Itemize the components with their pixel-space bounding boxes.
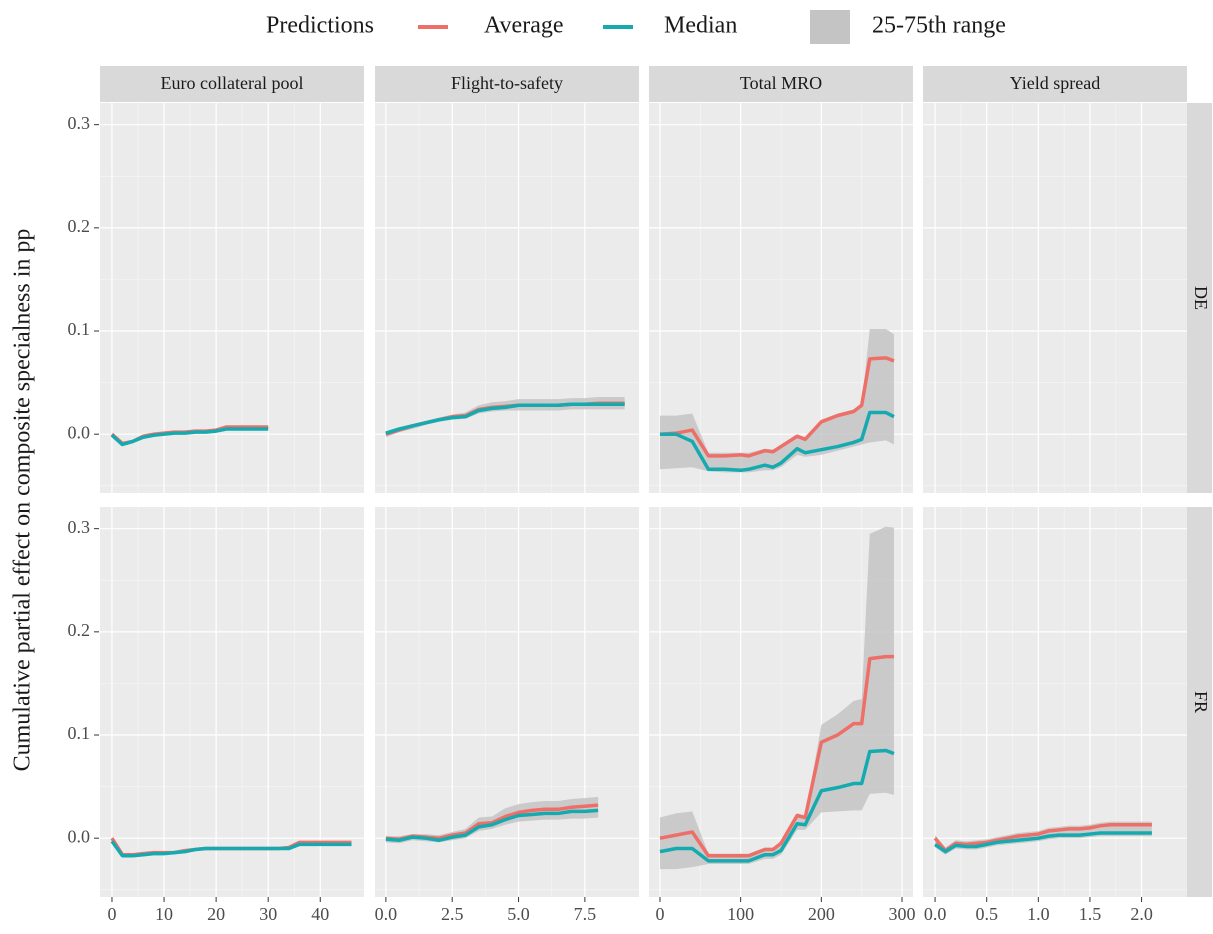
x-tick-label: 1.5 <box>1079 904 1102 924</box>
y-tick-label: 0.0 <box>68 422 91 442</box>
x-tick-label: 0.0 <box>375 904 398 924</box>
median-line <box>659 410 895 473</box>
median-line <box>110 840 352 858</box>
x-tick-label: 30 <box>259 904 277 924</box>
y-tick-label: 0.2 <box>68 620 91 640</box>
strip-label: Euro collateral pool <box>161 73 304 93</box>
strip-label: Yield spread <box>1010 73 1100 93</box>
x-tick-label: 300 <box>889 904 916 924</box>
median-line <box>659 748 895 863</box>
panel <box>100 103 364 493</box>
median-line <box>110 427 269 447</box>
x-tick-label: 40 <box>311 904 329 924</box>
y-tick-label: 0.3 <box>68 113 91 133</box>
range-band <box>659 328 894 473</box>
panel-background <box>923 103 1187 493</box>
panel <box>923 103 1187 493</box>
strip-label: Flight-to-safety <box>451 73 563 93</box>
average-line <box>933 823 1152 853</box>
x-tick-label: 0.0 <box>924 904 947 924</box>
x-tick-label: 1.0 <box>1027 904 1050 924</box>
panel <box>375 507 639 897</box>
legend-swatch <box>810 10 850 44</box>
average-line <box>659 356 895 458</box>
panel <box>100 507 364 897</box>
legend-title: Predictions <box>266 13 374 39</box>
median-line <box>385 808 599 843</box>
y-tick-label: 0.3 <box>68 517 91 537</box>
x-tick-label: 5.0 <box>507 904 530 924</box>
x-tick-label: 7.5 <box>574 904 597 924</box>
panel <box>649 103 913 493</box>
strip-label: Total MRO <box>740 73 822 93</box>
panel <box>375 103 639 493</box>
legend: Predictions Average Median 25-75th range <box>266 10 1006 44</box>
legend-label: Median <box>664 13 737 39</box>
average-line <box>659 654 894 858</box>
median-line <box>934 831 1152 854</box>
y-axis-title: Cumulative partial effect on composite s… <box>10 229 36 772</box>
strip <box>1186 507 1212 897</box>
strip <box>923 66 1187 102</box>
x-tick-label: 0 <box>107 904 116 924</box>
x-tick-label: 2.5 <box>441 904 464 924</box>
y-tick-label: 0.2 <box>68 216 91 236</box>
strip <box>100 66 364 102</box>
x-tick-label: 10 <box>155 904 173 924</box>
x-tick-label: 20 <box>207 904 225 924</box>
y-tick-label: 0.1 <box>68 723 91 743</box>
y-tick-label: 0.0 <box>68 826 91 846</box>
y-tick-label: 0.1 <box>68 319 91 339</box>
x-tick-label: 0 <box>655 904 664 924</box>
panel <box>923 507 1187 897</box>
panel <box>649 507 913 897</box>
x-tick-label: 100 <box>727 904 754 924</box>
x-tick-label: 200 <box>808 904 835 924</box>
legend-label: 25-75th range <box>872 13 1006 39</box>
x-tick-label: 0.5 <box>975 904 998 924</box>
strip <box>649 66 913 102</box>
strip <box>375 66 639 102</box>
range-band <box>385 397 625 438</box>
x-tick-label: 2.0 <box>1130 904 1153 924</box>
strip-label: FR <box>1191 691 1211 713</box>
strip <box>1186 103 1212 493</box>
median-line <box>385 402 625 435</box>
strip-label: DE <box>1191 286 1211 310</box>
range-band <box>659 526 894 870</box>
legend-label: Average <box>484 13 564 39</box>
